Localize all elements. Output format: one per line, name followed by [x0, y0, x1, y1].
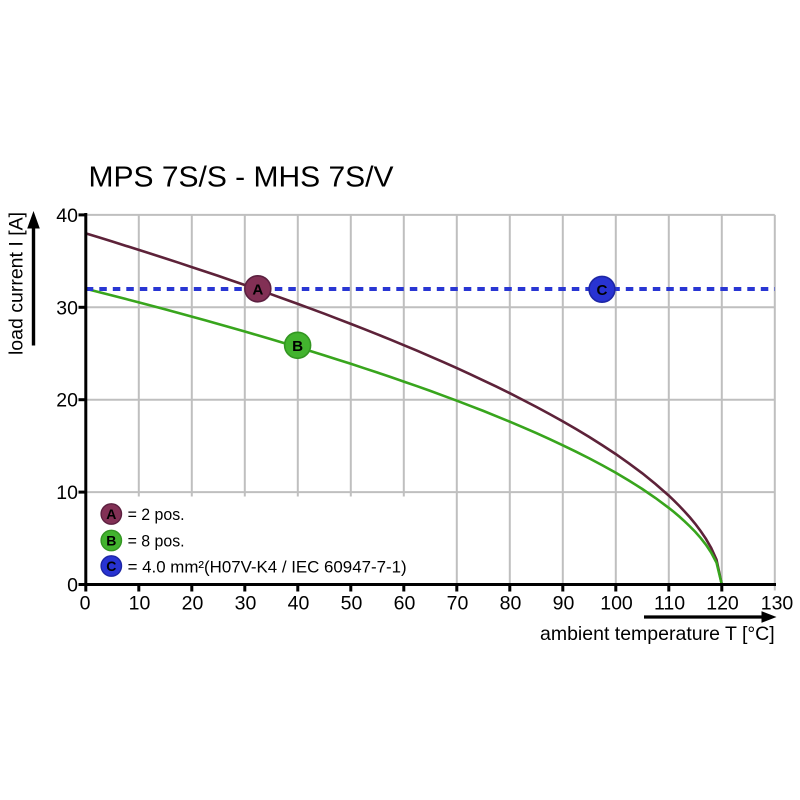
svg-text:10: 10 [56, 482, 78, 504]
svg-text:A: A [252, 281, 263, 298]
svg-text:40: 40 [56, 205, 78, 227]
svg-text:load current I [A]: load current I [A] [6, 212, 28, 355]
svg-text:30: 30 [56, 297, 78, 319]
svg-text:ambient temperature T [°C]: ambient temperature T [°C] [540, 623, 775, 645]
svg-text:= 8 pos.: = 8 pos. [128, 532, 185, 551]
svg-text:80: 80 [500, 593, 522, 615]
svg-text:B: B [292, 338, 303, 355]
svg-text:0: 0 [80, 593, 91, 615]
svg-text:20: 20 [56, 390, 78, 412]
svg-text:B: B [106, 533, 116, 549]
svg-text:0: 0 [67, 575, 78, 597]
svg-text:= 4.0 mm²(H07V-K4 / IEC 60947-: = 4.0 mm²(H07V-K4 / IEC 60947-7-1) [128, 558, 407, 577]
svg-text:= 2 pos.: = 2 pos. [128, 505, 185, 524]
svg-text:C: C [106, 558, 116, 574]
svg-text:120: 120 [706, 593, 739, 615]
svg-text:40: 40 [288, 593, 310, 615]
svg-text:A: A [106, 506, 116, 522]
svg-text:100: 100 [600, 593, 633, 615]
svg-text:C: C [597, 282, 608, 299]
svg-text:30: 30 [235, 593, 257, 615]
svg-text:20: 20 [182, 593, 204, 615]
svg-text:90: 90 [553, 593, 575, 615]
svg-text:10: 10 [129, 593, 151, 615]
svg-text:MPS 7S/S - MHS 7S/V: MPS 7S/S - MHS 7S/V [89, 162, 394, 194]
svg-text:130: 130 [761, 593, 794, 615]
svg-text:110: 110 [654, 593, 685, 615]
svg-text:60: 60 [394, 593, 416, 615]
svg-text:70: 70 [447, 593, 469, 615]
svg-text:50: 50 [341, 593, 363, 615]
